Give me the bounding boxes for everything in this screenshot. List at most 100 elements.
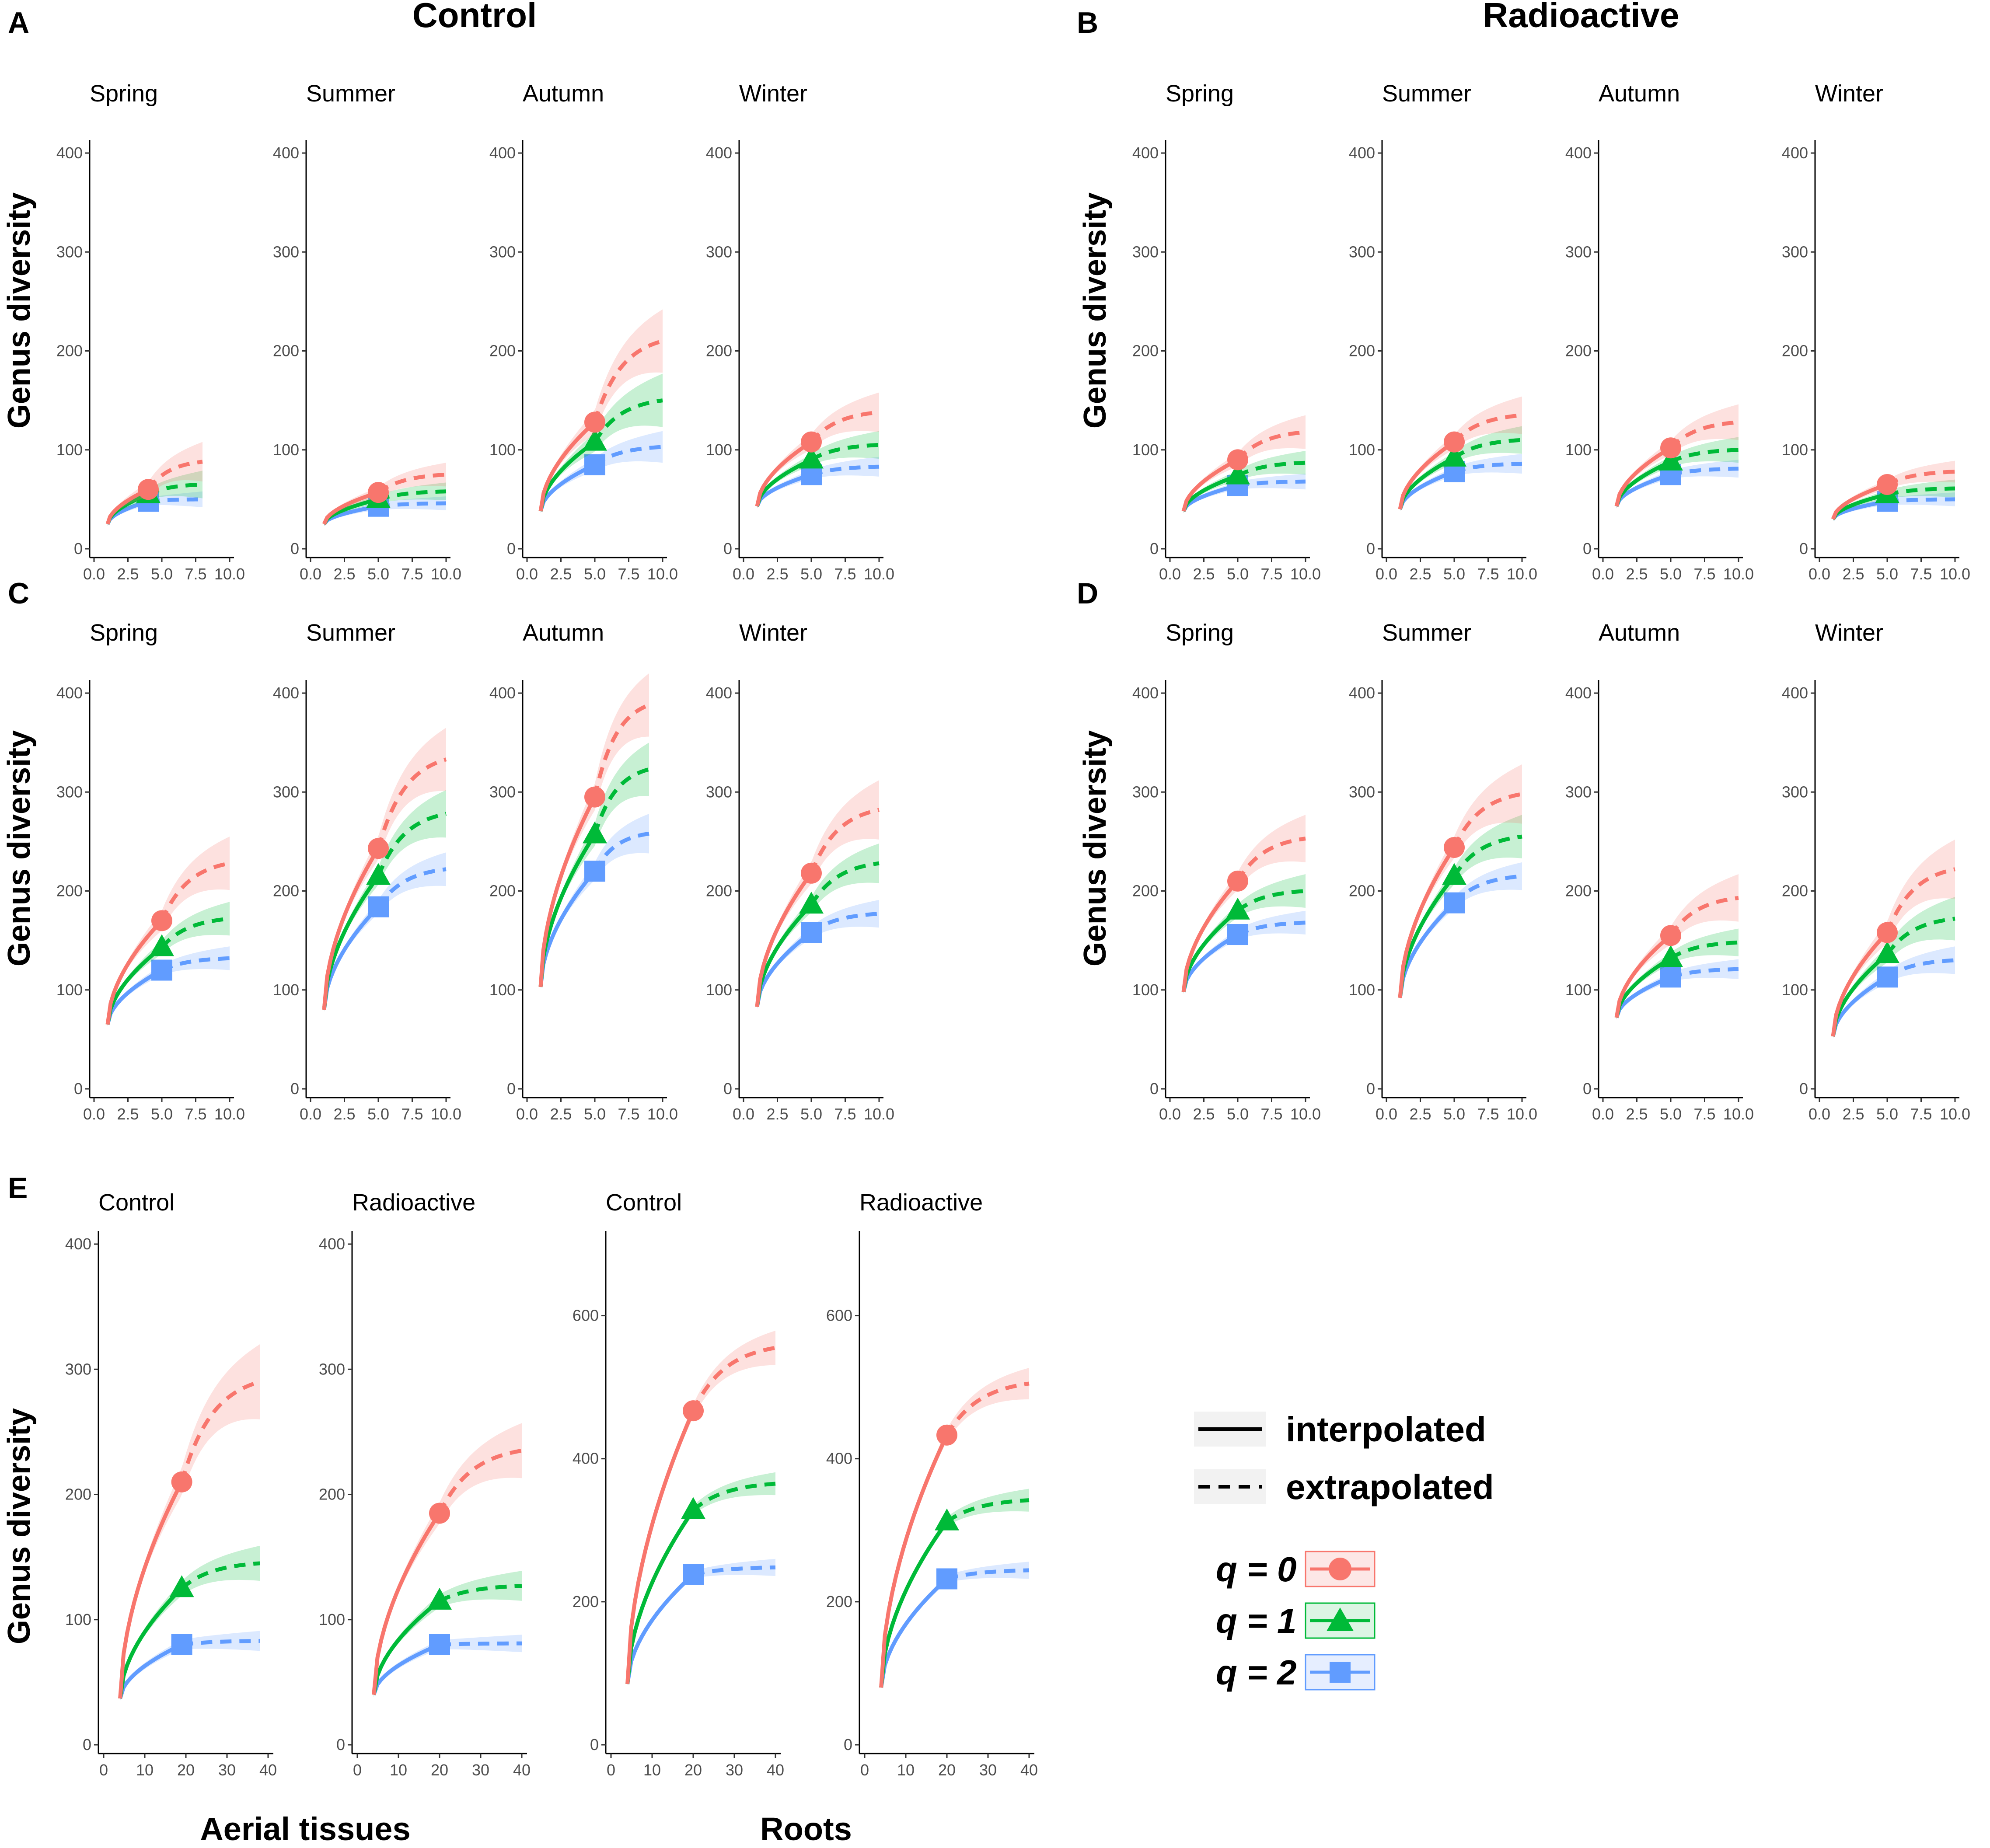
- legend-key-q0-marker: [1329, 1558, 1351, 1580]
- x-tick-label: 2.5: [1842, 1105, 1864, 1123]
- ci-band-q2: [1833, 492, 1955, 521]
- extrapolated-line-q1: [1885, 917, 1955, 955]
- y-tick-label: 400: [489, 144, 516, 162]
- extrapolated-line-q1: [160, 917, 230, 949]
- extrapolated-line-q1: [810, 443, 880, 462]
- interpolated-line-q2: [1398, 471, 1453, 510]
- y-tick-label: 200: [826, 1593, 852, 1611]
- interpolated-line-q0: [1181, 882, 1237, 992]
- interpolated-line-q1: [1614, 461, 1669, 507]
- reference-point-q2: [368, 896, 389, 917]
- interpolated-line-q0: [372, 1517, 439, 1695]
- extrapolated-line-q0: [180, 1380, 261, 1483]
- x-tick-label: 2.5: [333, 1105, 355, 1123]
- interpolated-line-q0: [322, 491, 377, 525]
- ci-band-q0: [1184, 815, 1306, 994]
- facet-d-3: Autumn 0 100 200 300 400 0.0 2.5 5.0 7.5 10.0: [1565, 620, 1754, 1123]
- reference-point-q0: [584, 786, 605, 808]
- interpolated-line-q0: [1181, 459, 1236, 512]
- interpolated-line-q1: [322, 498, 377, 525]
- extrapolated-line-q1: [376, 812, 447, 877]
- x-tick-label: 0.0: [733, 1105, 754, 1123]
- extrapolated-line-q1: [1236, 460, 1306, 478]
- ci-band-q2: [1616, 959, 1739, 1020]
- reference-point-q2: [936, 1568, 957, 1590]
- ci-band-q2: [1616, 460, 1739, 509]
- y-tick-label: 400: [1349, 144, 1375, 162]
- x-tick-label: 2.5: [1193, 1105, 1215, 1123]
- ci-band-q1: [881, 1489, 1029, 1689]
- y-tick-label: 0: [74, 1080, 83, 1098]
- ci-band-q0: [881, 1367, 1029, 1689]
- extrapolated-line-q1: [593, 767, 650, 835]
- interpolated-line-q1: [1398, 878, 1454, 998]
- y-tick-label: 200: [65, 1485, 91, 1503]
- ci-band-q1: [108, 471, 202, 526]
- y-tick-label: 100: [56, 441, 83, 459]
- ci-band-q0: [1833, 839, 1955, 1039]
- y-tick-label: 400: [706, 684, 732, 702]
- y-tick-label: 100: [489, 441, 516, 459]
- facet-c-2: Summer 0 100 200 300 400 0.0 2.5 5.0 7.5 10.0: [273, 620, 461, 1123]
- y-tick-label: 0: [723, 1080, 732, 1098]
- interpolated-line-q2: [322, 908, 377, 1010]
- facet-c-4: Winter 0 100 200 300 400 0.0 2.5 5.0 7.5 10.0: [706, 620, 894, 1123]
- interpolated-line-q0: [105, 922, 161, 1025]
- x-tick-label: 10.0: [1290, 1105, 1321, 1123]
- y-tick-label: 600: [826, 1307, 852, 1325]
- x-tick-label: 5.0: [800, 1105, 822, 1123]
- interpolated-line-q2: [538, 870, 597, 987]
- x-tick-label: 7.5: [401, 1105, 423, 1123]
- x-tick-label: 5.0: [584, 1105, 606, 1123]
- interpolated-line-q2: [755, 473, 810, 507]
- x-tick-label: 0.0: [1159, 1105, 1181, 1123]
- y-tick-label: 300: [56, 783, 83, 801]
- ci-band-q2: [108, 946, 230, 1027]
- y-tick-label: 400: [1349, 684, 1375, 702]
- y-tick-label: 200: [56, 882, 83, 900]
- y-tick-label: 300: [1349, 783, 1375, 801]
- x-tick-label: 10: [643, 1761, 661, 1779]
- extrapolated-line-q2: [692, 1565, 776, 1577]
- y-tick-label: 400: [1565, 144, 1592, 162]
- x-tick-label: 5.0: [367, 1105, 389, 1123]
- panel-letter-e: E: [8, 1172, 28, 1205]
- x-tick-label: 10.0: [864, 565, 894, 583]
- panel-letter-b: B: [1077, 6, 1098, 39]
- y-tick-label: 0: [336, 1736, 345, 1754]
- reference-point-q1: [799, 446, 824, 469]
- facet-b-2: Summer 0 100 200 300 400 0.0 2.5 5.0 7.5 10.0: [1349, 80, 1537, 583]
- y-tick-label: 300: [489, 783, 516, 801]
- x-tick-label: 0: [607, 1761, 615, 1779]
- interpolated-line-q1: [1398, 457, 1453, 510]
- y-tick-label: 200: [1349, 882, 1375, 900]
- y-tick-label: 100: [1565, 981, 1592, 999]
- y-tick-label: 0: [1366, 1080, 1375, 1098]
- ci-band-q0: [1184, 415, 1306, 513]
- reference-point-q2: [584, 454, 605, 475]
- x-tick-label: 30: [726, 1761, 743, 1779]
- interpolated-line-q2: [105, 969, 161, 1025]
- x-tick-label: 7.5: [185, 565, 206, 583]
- x-tick-label: 2.5: [1409, 1105, 1431, 1123]
- interpolated-line-q1: [372, 1601, 438, 1695]
- x-tick-label: 5.0: [151, 1105, 173, 1123]
- y-tick-label: 100: [56, 981, 83, 999]
- ci-band-q2: [1400, 453, 1522, 512]
- extrapolated-line-q0: [691, 1346, 776, 1412]
- facet-a-3: Autumn 0 100 200 300 400 0.0 2.5 5.0 7.5 10.0: [489, 80, 678, 583]
- y-tick-label: 100: [65, 1611, 91, 1628]
- extrapolated-line-q0: [160, 861, 230, 922]
- y-tick-label: 400: [273, 144, 299, 162]
- ci-band-q1: [627, 1472, 775, 1686]
- facet-title: Summer: [1382, 620, 1471, 646]
- panel-letter-c: C: [8, 577, 29, 610]
- facet-title: Control: [98, 1189, 175, 1216]
- extrapolated-line-q0: [1669, 896, 1739, 937]
- x-tick-label: 7.5: [1910, 1105, 1932, 1123]
- x-tick-label: 0.0: [516, 565, 538, 583]
- x-tick-label: 40: [259, 1761, 277, 1779]
- ci-band-q1: [541, 743, 649, 989]
- y-tick-label: 400: [573, 1450, 599, 1468]
- ci-band-q0: [120, 1344, 260, 1701]
